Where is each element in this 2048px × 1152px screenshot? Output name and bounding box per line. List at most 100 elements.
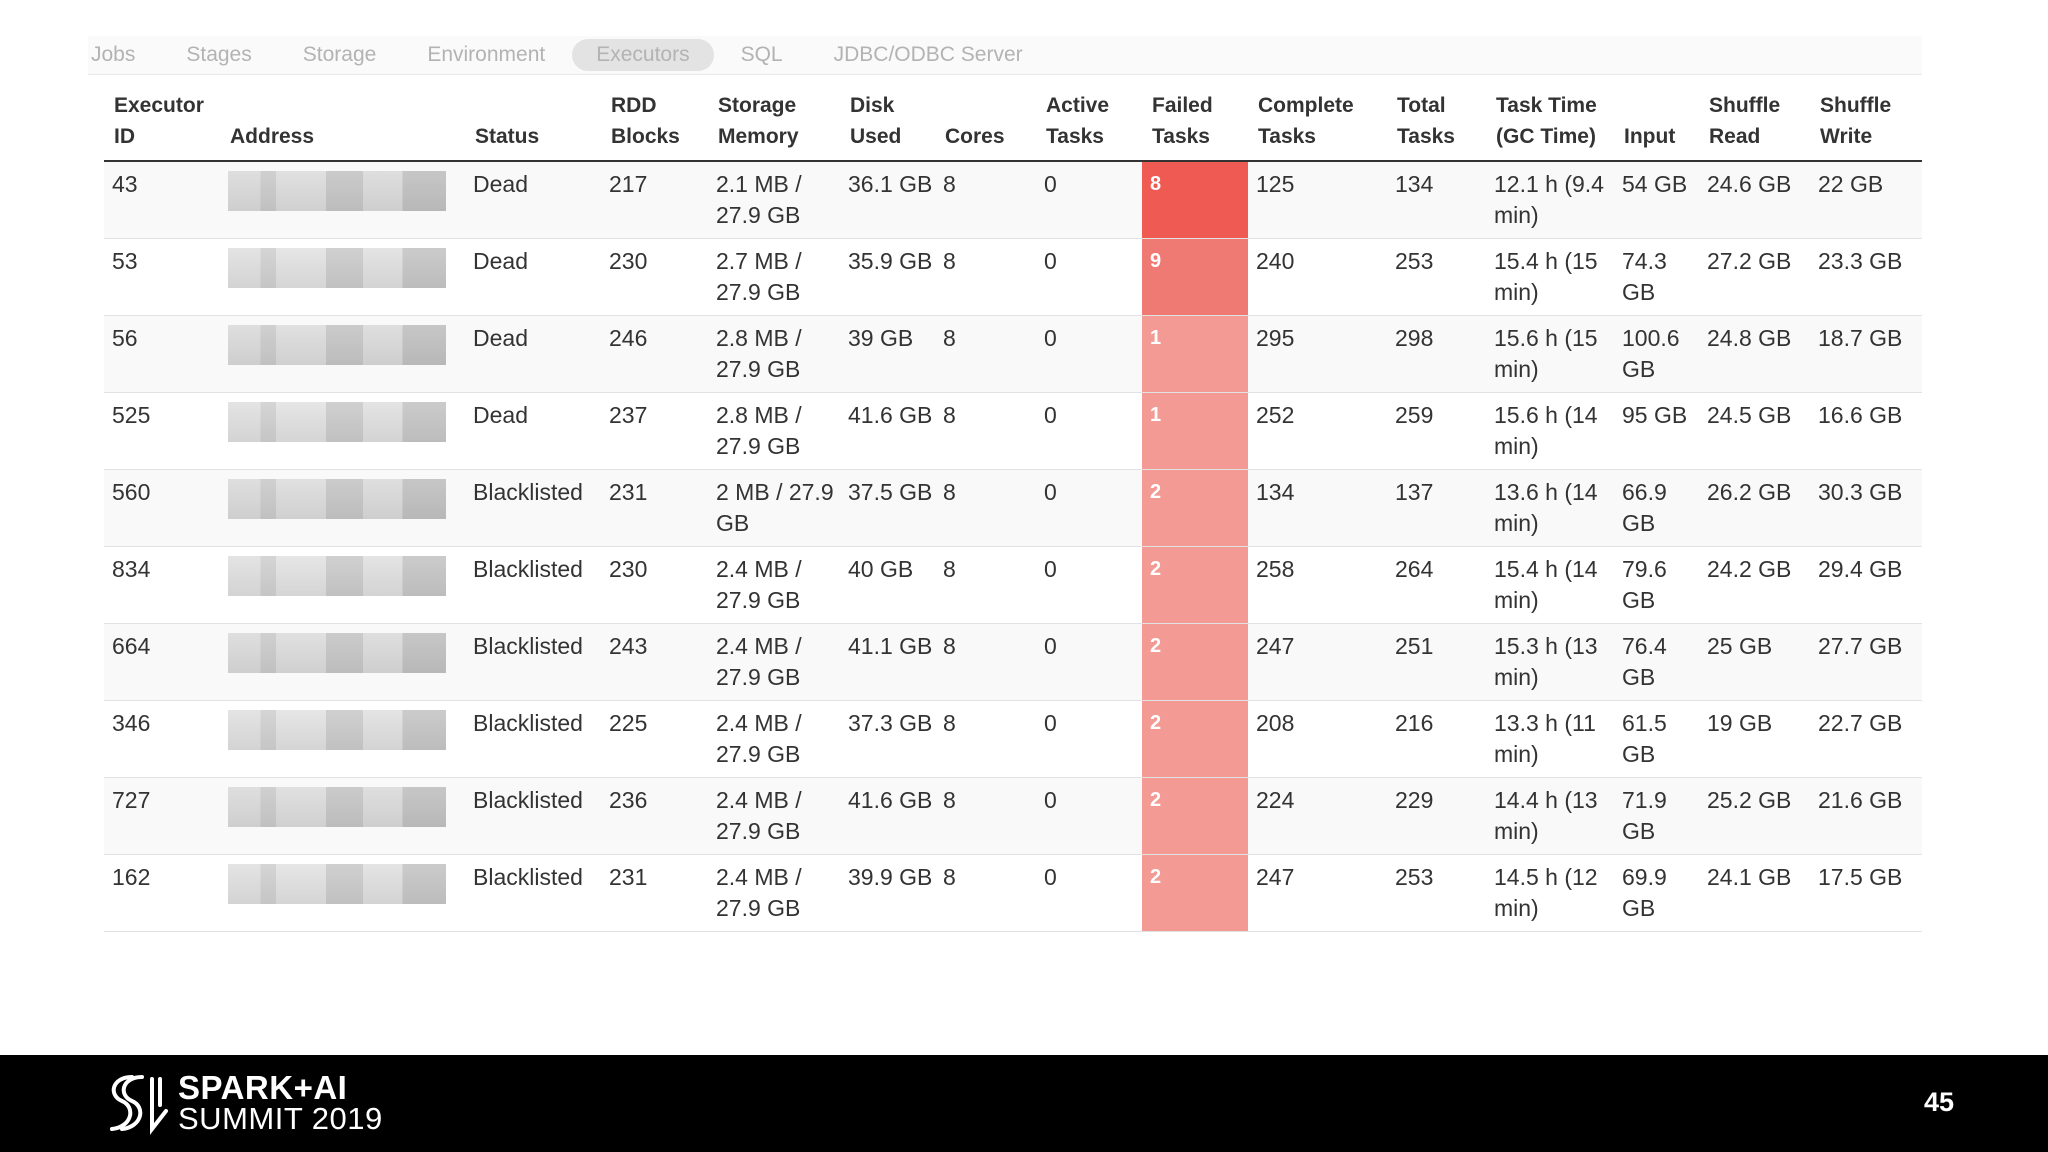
cell-storage-memory: 2.8 MB / 27.9 GB bbox=[708, 315, 840, 393]
cell-executor-id: 43 bbox=[104, 161, 220, 239]
cell-task-time: 15.3 h (13 min) bbox=[1486, 623, 1614, 701]
cell-input: 74.3 GB bbox=[1614, 238, 1699, 316]
cell-executor-id: 56 bbox=[104, 315, 220, 393]
cell-total-tasks: 251 bbox=[1387, 623, 1486, 701]
tab-executors[interactable]: Executors bbox=[572, 39, 714, 71]
column-header-input[interactable]: Input bbox=[1614, 90, 1699, 162]
cell-failed-tasks: 1 bbox=[1142, 392, 1248, 470]
cell-task-time: 15.4 h (15 min) bbox=[1486, 238, 1614, 316]
cell-shuffle-read: 19 GB bbox=[1699, 700, 1810, 778]
column-header-total-tasks[interactable]: Total Tasks bbox=[1387, 90, 1486, 162]
column-header-executor-id[interactable]: Executor ID bbox=[104, 90, 220, 162]
cell-active-tasks: 0 bbox=[1036, 546, 1142, 624]
tab-environment[interactable]: Environment bbox=[427, 43, 546, 66]
tab-storage[interactable]: Storage bbox=[302, 43, 377, 66]
cell-disk-used: 39 GB bbox=[840, 315, 935, 393]
cell-status: Blacklisted bbox=[465, 623, 601, 701]
column-header-cores[interactable]: Cores bbox=[935, 90, 1036, 162]
column-header-task-time-gc-time[interactable]: Task Time (GC Time) bbox=[1486, 90, 1614, 162]
cell-task-time: 14.5 h (12 min) bbox=[1486, 854, 1614, 932]
cell-rdd-blocks: 231 bbox=[601, 469, 708, 547]
cell-disk-used: 36.1 GB bbox=[840, 161, 935, 239]
table-row: 43 Dead 217 2.1 MB / 27.9 GB 36.1 GB 8 0 8 125 13… bbox=[104, 161, 1922, 239]
cell-address bbox=[220, 623, 465, 701]
column-header-storage-memory[interactable]: Storage Memory bbox=[708, 90, 840, 162]
cell-rdd-blocks: 225 bbox=[601, 700, 708, 778]
cell-input: 69.9 GB bbox=[1614, 854, 1699, 932]
cell-status: Blacklisted bbox=[465, 854, 601, 932]
cell-status: Dead bbox=[465, 315, 601, 393]
cell-failed-tasks: 8 bbox=[1142, 161, 1248, 239]
cell-storage-memory: 2.4 MB / 27.9 GB bbox=[708, 854, 840, 932]
table-row: 53 Dead 230 2.7 MB / 27.9 GB 35.9 GB 8 0 9 240 25… bbox=[104, 238, 1922, 316]
cell-input: 100.6 GB bbox=[1614, 315, 1699, 393]
cell-input: 76.4 GB bbox=[1614, 623, 1699, 701]
tab-sql[interactable]: SQL bbox=[740, 43, 783, 66]
cell-shuffle-write: 27.7 GB bbox=[1810, 623, 1922, 701]
cell-rdd-blocks: 237 bbox=[601, 392, 708, 470]
cell-storage-memory: 2.4 MB / 27.9 GB bbox=[708, 777, 840, 855]
column-header-shuffle-read[interactable]: Shuffle Read bbox=[1699, 90, 1810, 162]
cell-failed-tasks: 2 bbox=[1142, 623, 1248, 701]
cell-status: Blacklisted bbox=[465, 546, 601, 624]
cell-storage-memory: 2.4 MB / 27.9 GB bbox=[708, 700, 840, 778]
column-header-disk-used[interactable]: Disk Used bbox=[840, 90, 935, 162]
navbar: Jobs Stages Storage Environment Executors SQL… bbox=[88, 36, 1922, 75]
table-row: 727 Blacklisted 236 2.4 MB / 27.9 GB 41.6 GB… bbox=[104, 777, 1922, 855]
cell-shuffle-read: 26.2 GB bbox=[1699, 469, 1810, 547]
tab-jdbc-odbc-server[interactable]: JDBC/ODBC Server bbox=[833, 43, 1023, 66]
cell-cores: 8 bbox=[935, 469, 1036, 547]
column-header-complete-tasks[interactable]: Complete Tasks bbox=[1248, 90, 1387, 162]
cell-total-tasks: 216 bbox=[1387, 700, 1486, 778]
logo-text-spark-ai: SPARK+AI bbox=[178, 1069, 348, 1106]
column-header-active-tasks[interactable]: Active Tasks bbox=[1036, 90, 1142, 162]
redacted-address bbox=[228, 248, 446, 288]
column-header-shuffle-write[interactable]: Shuffle Write bbox=[1810, 90, 1922, 162]
cell-complete-tasks: 134 bbox=[1248, 469, 1387, 547]
cell-cores: 8 bbox=[935, 546, 1036, 624]
tab-jobs[interactable]: Jobs bbox=[91, 43, 136, 66]
cell-active-tasks: 0 bbox=[1036, 623, 1142, 701]
cell-cores: 8 bbox=[935, 315, 1036, 393]
redacted-address bbox=[228, 710, 446, 750]
cell-task-time: 15.6 h (14 min) bbox=[1486, 392, 1614, 470]
table-row: 834 Blacklisted 230 2.4 MB / 27.9 GB 40 GB 8 0… bbox=[104, 546, 1922, 624]
cell-input: 71.9 GB bbox=[1614, 777, 1699, 855]
cell-task-time: 13.6 h (14 min) bbox=[1486, 469, 1614, 547]
column-header-failed-tasks[interactable]: Failed Tasks bbox=[1142, 90, 1248, 162]
cell-executor-id: 53 bbox=[104, 238, 220, 316]
cell-total-tasks: 137 bbox=[1387, 469, 1486, 547]
cell-total-tasks: 229 bbox=[1387, 777, 1486, 855]
cell-cores: 8 bbox=[935, 777, 1036, 855]
cell-complete-tasks: 252 bbox=[1248, 392, 1387, 470]
cell-complete-tasks: 247 bbox=[1248, 623, 1387, 701]
cell-active-tasks: 0 bbox=[1036, 469, 1142, 547]
cell-disk-used: 39.9 GB bbox=[840, 854, 935, 932]
cell-shuffle-read: 24.5 GB bbox=[1699, 392, 1810, 470]
tab-stages[interactable]: Stages bbox=[186, 43, 252, 66]
table-row: 525 Dead 237 2.8 MB / 27.9 GB 41.6 GB 8 0 1 252 2… bbox=[104, 392, 1922, 470]
cell-rdd-blocks: 246 bbox=[601, 315, 708, 393]
cell-disk-used: 41.6 GB bbox=[840, 392, 935, 470]
cell-complete-tasks: 208 bbox=[1248, 700, 1387, 778]
cell-cores: 8 bbox=[935, 623, 1036, 701]
redacted-address bbox=[228, 171, 446, 211]
cell-failed-tasks: 2 bbox=[1142, 777, 1248, 855]
redacted-address bbox=[228, 864, 446, 904]
column-header-rdd-blocks[interactable]: RDD Blocks bbox=[601, 90, 708, 162]
column-header-address[interactable]: Address bbox=[220, 90, 465, 162]
cell-complete-tasks: 295 bbox=[1248, 315, 1387, 393]
cell-shuffle-write: 23.3 GB bbox=[1810, 238, 1922, 316]
cell-executor-id: 560 bbox=[104, 469, 220, 547]
cell-input: 54 GB bbox=[1614, 161, 1699, 239]
cell-total-tasks: 253 bbox=[1387, 854, 1486, 932]
logo-text-summit: SUMMIT 2019 bbox=[178, 1101, 383, 1136]
cell-active-tasks: 0 bbox=[1036, 315, 1142, 393]
cell-executor-id: 664 bbox=[104, 623, 220, 701]
column-header-status[interactable]: Status bbox=[465, 90, 601, 162]
cell-failed-tasks: 2 bbox=[1142, 700, 1248, 778]
cell-total-tasks: 134 bbox=[1387, 161, 1486, 239]
cell-complete-tasks: 125 bbox=[1248, 161, 1387, 239]
cell-shuffle-read: 25 GB bbox=[1699, 623, 1810, 701]
cell-shuffle-write: 18.7 GB bbox=[1810, 315, 1922, 393]
